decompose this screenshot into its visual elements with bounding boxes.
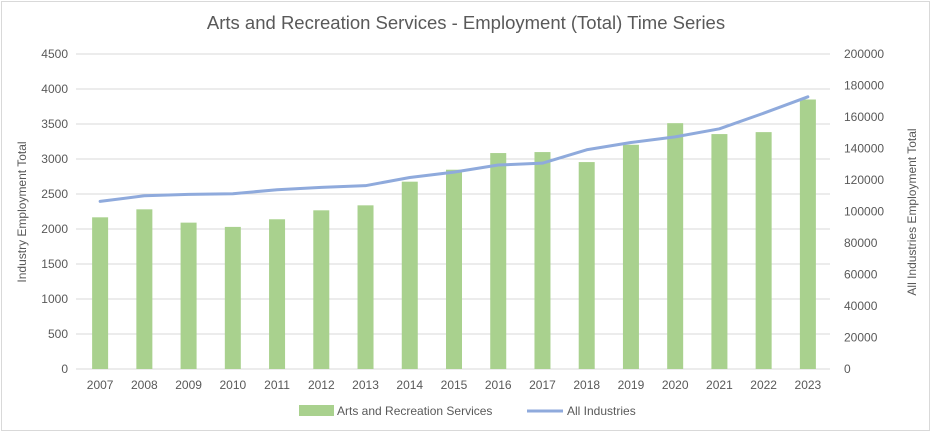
bar-2023 (799, 99, 816, 369)
bar-2020 (667, 123, 684, 369)
legend-swatch-bar (299, 405, 334, 416)
x-tick-label: 2012 (308, 378, 335, 392)
bar-2017 (534, 152, 551, 369)
bar-2013 (357, 205, 374, 369)
x-tick-label: 2019 (618, 378, 645, 392)
x-tick-label: 2021 (706, 378, 733, 392)
y2-tick-label: 100000 (844, 205, 884, 219)
y2-axis-label: All Industries Employment Total (905, 128, 919, 295)
chart-title: Arts and Recreation Services - Employmen… (207, 12, 725, 33)
y-tick-label: 0 (61, 362, 68, 376)
x-tick-label: 2015 (441, 378, 468, 392)
bar-2016 (490, 153, 507, 369)
y-tick-label: 1000 (41, 292, 68, 306)
bar-2010 (224, 226, 241, 369)
y2-tick-label: 120000 (844, 173, 884, 187)
y-tick-label: 500 (48, 327, 68, 341)
x-tick-label: 2017 (529, 378, 556, 392)
y-axis-label: Industry Employment Total (15, 141, 29, 282)
legend-label-line: All Industries (567, 404, 636, 418)
bar-2021 (711, 134, 728, 369)
y2-tick-label: 20000 (844, 331, 878, 345)
bar-2018 (578, 162, 595, 369)
y2-tick-label: 200000 (844, 47, 884, 61)
x-tick-label: 2023 (795, 378, 822, 392)
x-tick-label: 2013 (352, 378, 379, 392)
y-tick-label: 2500 (41, 187, 68, 201)
y-tick-label: 2000 (41, 222, 68, 236)
x-tick-label: 2020 (662, 378, 689, 392)
y2-tick-label: 40000 (844, 299, 878, 313)
legend: Arts and Recreation Services All Industr… (299, 404, 636, 418)
bar-2015 (446, 169, 462, 369)
bar-2007 (92, 217, 109, 369)
bar-2008 (136, 209, 153, 369)
y-tick-label: 3000 (41, 152, 68, 166)
legend-label-bar: Arts and Recreation Services (337, 404, 492, 418)
bar-2012 (313, 210, 330, 369)
y-tick-label: 1500 (41, 257, 68, 271)
y2-tick-label: 140000 (844, 142, 884, 156)
y2-tick-label: 60000 (844, 268, 878, 282)
bar-2011 (269, 219, 286, 369)
x-tick-label: 2009 (175, 378, 202, 392)
bar-2019 (622, 144, 639, 369)
y-tick-label: 4500 (41, 47, 68, 61)
x-tick-label: 2022 (750, 378, 777, 392)
line-all-industries (98, 95, 810, 203)
x-tick-label: 2010 (219, 378, 246, 392)
y2-tick-label: 80000 (844, 236, 878, 250)
x-tick-label: 2008 (131, 378, 158, 392)
y-tick-label: 3500 (41, 117, 68, 131)
y2-tick-label: 160000 (844, 110, 884, 124)
x-tick-label: 2011 (264, 378, 290, 392)
bar-2014 (401, 181, 418, 369)
bar-2009 (180, 222, 197, 369)
y2-tick-label: 0 (844, 362, 851, 376)
x-tick-label: 2007 (87, 378, 114, 392)
bar-2022 (755, 132, 772, 369)
x-tick-label: 2018 (573, 378, 600, 392)
x-tick-label: 2014 (396, 378, 423, 392)
x-tick-label: 2016 (485, 378, 512, 392)
y-tick-label: 4000 (41, 82, 68, 96)
y2-tick-label: 180000 (844, 79, 884, 93)
